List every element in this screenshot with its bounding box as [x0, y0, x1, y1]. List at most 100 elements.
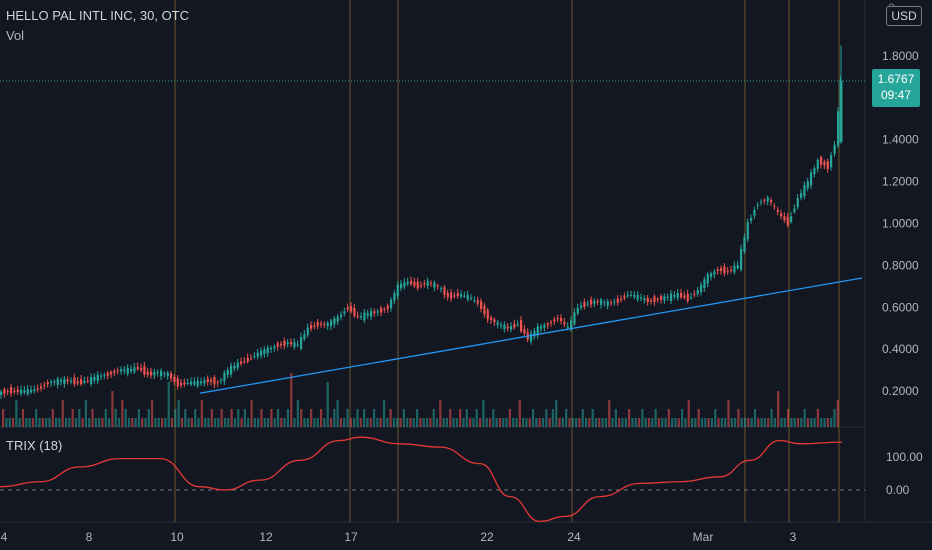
volume-bar	[217, 418, 220, 427]
volume-bar	[2, 409, 5, 427]
time-tick-label: 10	[170, 530, 184, 544]
volume-bar	[98, 418, 101, 427]
candle-body	[76, 381, 79, 384]
volume-bar	[700, 418, 704, 427]
candle-body	[730, 269, 733, 271]
volume-bar	[740, 418, 743, 427]
volume-bar	[498, 418, 502, 427]
candle-body	[423, 283, 426, 285]
candle-body	[416, 281, 419, 289]
candle-body	[56, 378, 59, 385]
volume-bar	[588, 418, 591, 427]
volume-bar	[71, 409, 74, 427]
candle-body	[783, 216, 786, 221]
time-tick-label: 3	[790, 530, 797, 544]
volume-bar	[38, 418, 41, 427]
candle-body	[673, 295, 676, 297]
candle-body	[6, 391, 9, 393]
candle-body	[736, 265, 739, 269]
volume-bar	[449, 409, 452, 427]
volume-bar	[137, 409, 141, 427]
volume-bar	[263, 418, 266, 427]
trix-line	[0, 436, 843, 523]
volume-bar	[419, 418, 422, 427]
candle-body	[650, 300, 653, 302]
volume-bar	[833, 409, 836, 427]
volume-bar	[369, 418, 372, 427]
volume-bar	[435, 418, 439, 427]
candle-body	[496, 322, 499, 325]
candle-body	[290, 341, 293, 345]
time-tick-label: 4	[1, 530, 8, 544]
candle-body	[170, 373, 173, 379]
candle-body	[0, 391, 3, 395]
candle-body	[596, 301, 599, 303]
candle-body	[436, 285, 439, 287]
candle-body	[530, 333, 533, 342]
volume-bar	[240, 418, 243, 427]
candle-body	[63, 378, 66, 385]
candle-body	[80, 379, 83, 385]
currency-button[interactable]: USD	[886, 6, 922, 26]
volume-bar	[21, 409, 25, 427]
candle-body	[363, 312, 366, 321]
time-tick-label: 12	[259, 530, 273, 544]
volume-bar	[604, 418, 608, 427]
volume-bar	[823, 418, 826, 427]
volume-bar	[469, 418, 472, 427]
candle-body	[100, 375, 103, 377]
candle-body	[616, 298, 619, 303]
candle-body	[166, 372, 169, 377]
volume-bar	[681, 409, 684, 427]
candle-body	[153, 371, 156, 376]
volume-bar	[767, 418, 770, 427]
volume-bar	[316, 418, 319, 427]
volume-bar	[647, 418, 651, 427]
candle-body	[460, 294, 463, 297]
candle-body	[490, 317, 493, 321]
volume-bar	[147, 409, 150, 427]
candle-body	[723, 266, 726, 274]
volume-bar	[114, 409, 117, 427]
volume-bar	[568, 418, 571, 427]
volume-bar	[233, 418, 237, 427]
volume-bar	[760, 418, 763, 427]
candle-body	[110, 371, 113, 375]
volume-bar	[353, 418, 356, 427]
volume-bar	[820, 418, 823, 427]
candle-body	[700, 284, 703, 292]
candle-body	[760, 201, 763, 203]
volume-bar	[326, 382, 329, 427]
volume-bar	[15, 400, 18, 427]
candle-body	[150, 371, 153, 376]
time-tick-label: 8	[86, 530, 93, 544]
volume-bar	[250, 400, 253, 427]
volume-bar	[319, 409, 323, 427]
volume-bar	[810, 418, 813, 427]
volume-bar	[94, 418, 97, 427]
volume-bar	[396, 418, 399, 427]
volume-bar	[611, 418, 614, 427]
candle-body	[270, 347, 273, 350]
candle-body	[96, 374, 99, 381]
candle-body	[463, 295, 466, 297]
volume-bar	[618, 418, 621, 427]
volume-bar	[584, 418, 588, 427]
candle-body	[230, 365, 233, 375]
price-tick-label: 0.2000	[882, 384, 919, 398]
volume-bar	[816, 409, 820, 427]
last-price-badge: 1.6767 09:47	[872, 69, 920, 107]
candle-body	[803, 185, 806, 197]
candle-body	[276, 343, 279, 347]
candle-body	[656, 298, 659, 300]
volume-bar	[551, 409, 555, 427]
volume-bar	[167, 382, 170, 427]
volume-bar	[303, 418, 306, 427]
volume-bar	[180, 418, 184, 427]
volume-bar	[515, 418, 518, 427]
candle-body	[743, 237, 746, 252]
volume-bar	[512, 418, 515, 427]
volume-bar	[84, 400, 88, 427]
volume-bar	[525, 418, 528, 427]
